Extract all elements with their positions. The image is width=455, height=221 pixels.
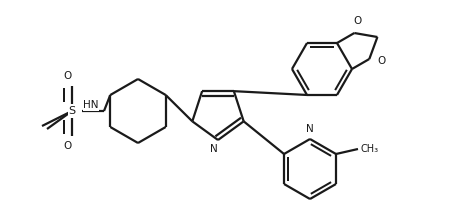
Text: O: O	[63, 71, 71, 81]
Text: HN: HN	[83, 100, 99, 110]
Text: O: O	[353, 16, 361, 26]
Text: N: N	[210, 144, 217, 154]
Text: O: O	[376, 56, 384, 66]
Text: CH₃: CH₃	[360, 144, 378, 154]
Text: N: N	[305, 124, 313, 134]
Text: S: S	[68, 106, 76, 116]
Text: O: O	[63, 141, 71, 151]
